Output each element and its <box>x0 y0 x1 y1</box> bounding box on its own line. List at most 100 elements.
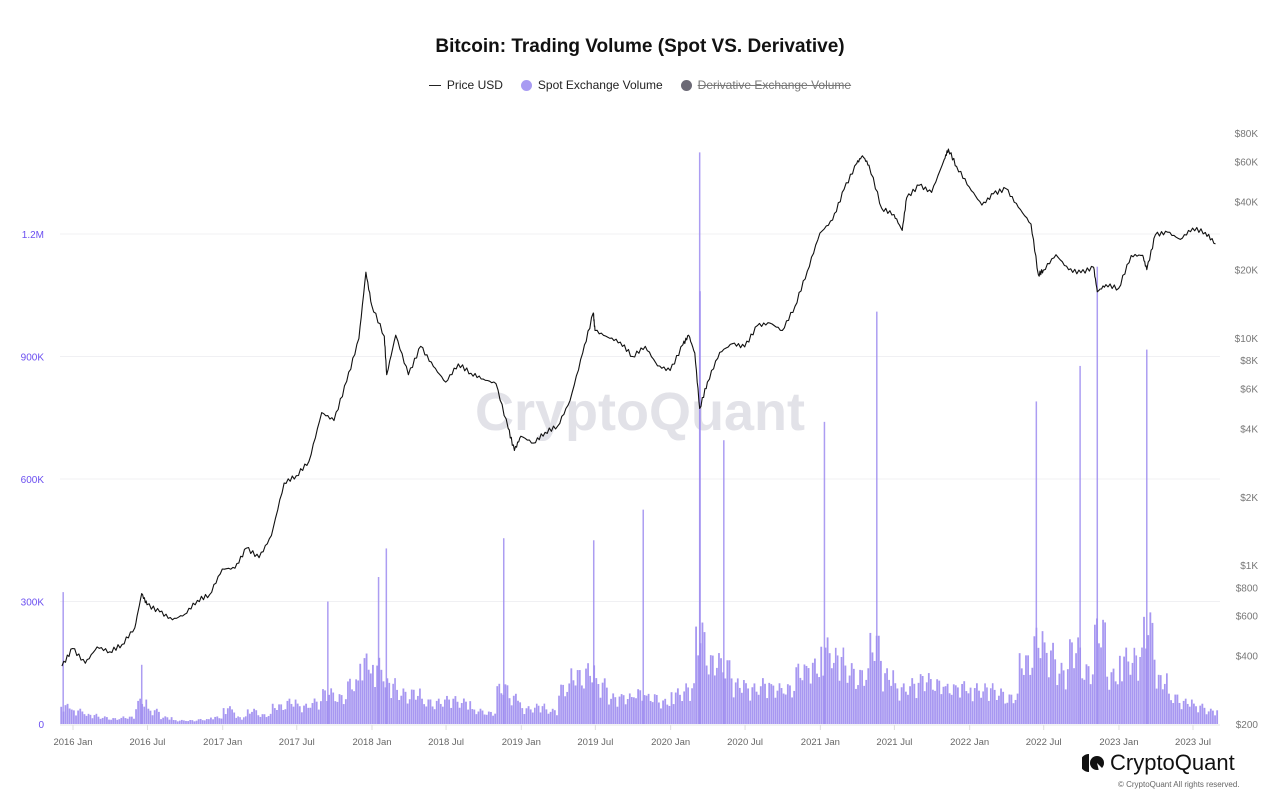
volume-bar <box>122 716 125 724</box>
volume-bar <box>205 719 208 724</box>
cryptoquant-logo: CryptoQuant <box>1082 750 1235 776</box>
volume-bar <box>751 687 754 724</box>
volume-bar <box>633 697 635 724</box>
volume-bar <box>539 712 542 724</box>
volume-bar <box>643 695 646 724</box>
volume-bar <box>116 719 119 724</box>
volume-bar <box>980 697 983 724</box>
volume-bar <box>707 674 710 724</box>
volume-bar <box>273 708 276 724</box>
volume-bar <box>755 691 758 724</box>
volume-bar <box>130 716 133 724</box>
volume-bar <box>248 713 251 724</box>
volume-bar <box>1207 711 1210 724</box>
volume-bar <box>1064 689 1067 724</box>
volume-bar <box>1137 680 1139 724</box>
volume-bar <box>716 667 718 724</box>
volume-bar <box>390 698 393 724</box>
x-tick-label: 2021 Jan <box>801 737 840 748</box>
volume-bar <box>462 698 465 724</box>
volume-bar <box>1121 681 1123 724</box>
volume-bar <box>932 689 934 724</box>
volume-bar <box>1069 639 1071 724</box>
volume-bar <box>523 714 526 724</box>
volume-bar <box>886 668 888 724</box>
volume-bar <box>207 719 210 724</box>
volume-bar <box>778 683 781 724</box>
volume-bar <box>226 708 229 724</box>
legend-item-derivative-volume[interactable]: Derivative Exchange Volume <box>680 78 851 92</box>
volume-bar <box>465 701 467 724</box>
volume-bar <box>408 699 411 724</box>
legend-item-spot-volume[interactable]: Spot Exchange Volume <box>520 78 663 92</box>
volume-bar <box>400 695 403 724</box>
volume-bar <box>583 688 585 724</box>
volume-bar <box>1123 656 1126 724</box>
volume-bar <box>105 717 108 724</box>
volume-bar <box>585 668 587 724</box>
volume-bar <box>257 715 260 724</box>
volume-bar <box>599 697 602 724</box>
volume-bar <box>91 718 94 724</box>
volume-bar <box>108 719 110 724</box>
volume-bar <box>224 714 227 724</box>
volume-bar <box>1094 624 1096 724</box>
volume-spike-bar <box>1035 401 1038 724</box>
volume-bar <box>313 698 316 724</box>
volume-bar <box>510 705 513 724</box>
volume-spike-bar <box>823 421 826 724</box>
x-tick-label: 2023 Jan <box>1099 737 1138 748</box>
volume-bar <box>603 678 606 724</box>
volume-bar <box>610 698 612 724</box>
volume-bar <box>664 698 667 724</box>
volume-bar <box>185 720 187 724</box>
volume-bar <box>1060 662 1063 724</box>
volume-bar <box>595 678 598 724</box>
volume-bar <box>927 673 930 724</box>
volume-bar <box>745 683 747 724</box>
volume-bar <box>944 686 947 724</box>
volume-bar <box>637 689 640 724</box>
volume-bar <box>332 692 335 724</box>
volume-bar <box>214 716 217 724</box>
y-right-tick-label: $600 <box>1236 612 1259 623</box>
volume-bar <box>982 691 984 724</box>
x-tick-label: 2017 Jan <box>203 737 242 748</box>
volume-bar <box>429 699 432 724</box>
volume-bar <box>276 709 278 724</box>
volume-bar <box>1002 691 1005 724</box>
volume-bar <box>576 670 579 724</box>
volume-bar <box>404 691 407 724</box>
volume-bar <box>711 655 714 724</box>
volume-bar <box>174 720 177 724</box>
volume-bar <box>514 693 517 724</box>
volume-bar <box>942 686 945 724</box>
volume-bar <box>114 718 117 724</box>
volume-bar <box>1104 622 1106 724</box>
volume-bar <box>562 684 564 724</box>
y-right-tick-label: $10K <box>1235 334 1259 345</box>
volume-bar <box>64 705 67 724</box>
volume-bar <box>1170 700 1172 724</box>
volume-bar <box>732 697 735 724</box>
volume-bar <box>259 716 262 724</box>
volume-bar <box>811 662 814 724</box>
volume-bar <box>1006 702 1009 724</box>
volume-bar <box>786 684 789 724</box>
volume-bar <box>231 709 233 724</box>
volume-bar <box>1135 655 1138 724</box>
volume-bar <box>203 720 206 724</box>
legend-item-price[interactable]: Price USD <box>428 78 503 92</box>
volume-bar <box>452 698 455 724</box>
volume-bar <box>87 713 90 724</box>
volume-spike-bar <box>502 538 505 724</box>
volume-spike-bar <box>377 577 380 724</box>
volume-bar <box>545 709 548 724</box>
x-tick-label: 2020 Jul <box>727 737 763 748</box>
volume-bar <box>1168 693 1170 724</box>
volume-bar <box>877 635 880 724</box>
volume-bar <box>873 660 876 724</box>
y-left-tick-label: 0 <box>38 720 44 731</box>
volume-bar <box>668 705 671 724</box>
volume-bar <box>1083 679 1086 724</box>
